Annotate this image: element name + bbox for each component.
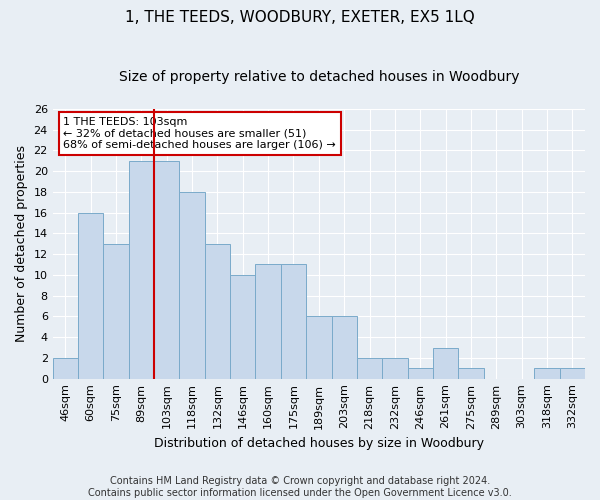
Bar xyxy=(433,348,458,378)
Bar xyxy=(382,358,407,378)
Bar xyxy=(256,264,281,378)
Bar xyxy=(53,358,78,378)
Bar xyxy=(230,275,256,378)
Bar xyxy=(306,316,332,378)
X-axis label: Distribution of detached houses by size in Woodbury: Distribution of detached houses by size … xyxy=(154,437,484,450)
Bar xyxy=(154,160,179,378)
Text: 1, THE TEEDS, WOODBURY, EXETER, EX5 1LQ: 1, THE TEEDS, WOODBURY, EXETER, EX5 1LQ xyxy=(125,10,475,25)
Bar xyxy=(205,244,230,378)
Bar xyxy=(179,192,205,378)
Bar xyxy=(535,368,560,378)
Bar xyxy=(458,368,484,378)
Bar xyxy=(407,368,433,378)
Y-axis label: Number of detached properties: Number of detached properties xyxy=(15,145,28,342)
Bar xyxy=(281,264,306,378)
Bar xyxy=(332,316,357,378)
Bar xyxy=(129,160,154,378)
Bar xyxy=(560,368,585,378)
Text: 1 THE TEEDS: 103sqm
← 32% of detached houses are smaller (51)
68% of semi-detach: 1 THE TEEDS: 103sqm ← 32% of detached ho… xyxy=(64,117,336,150)
Bar xyxy=(103,244,129,378)
Bar xyxy=(357,358,382,378)
Text: Contains HM Land Registry data © Crown copyright and database right 2024.
Contai: Contains HM Land Registry data © Crown c… xyxy=(88,476,512,498)
Bar xyxy=(78,212,103,378)
Title: Size of property relative to detached houses in Woodbury: Size of property relative to detached ho… xyxy=(119,70,519,84)
